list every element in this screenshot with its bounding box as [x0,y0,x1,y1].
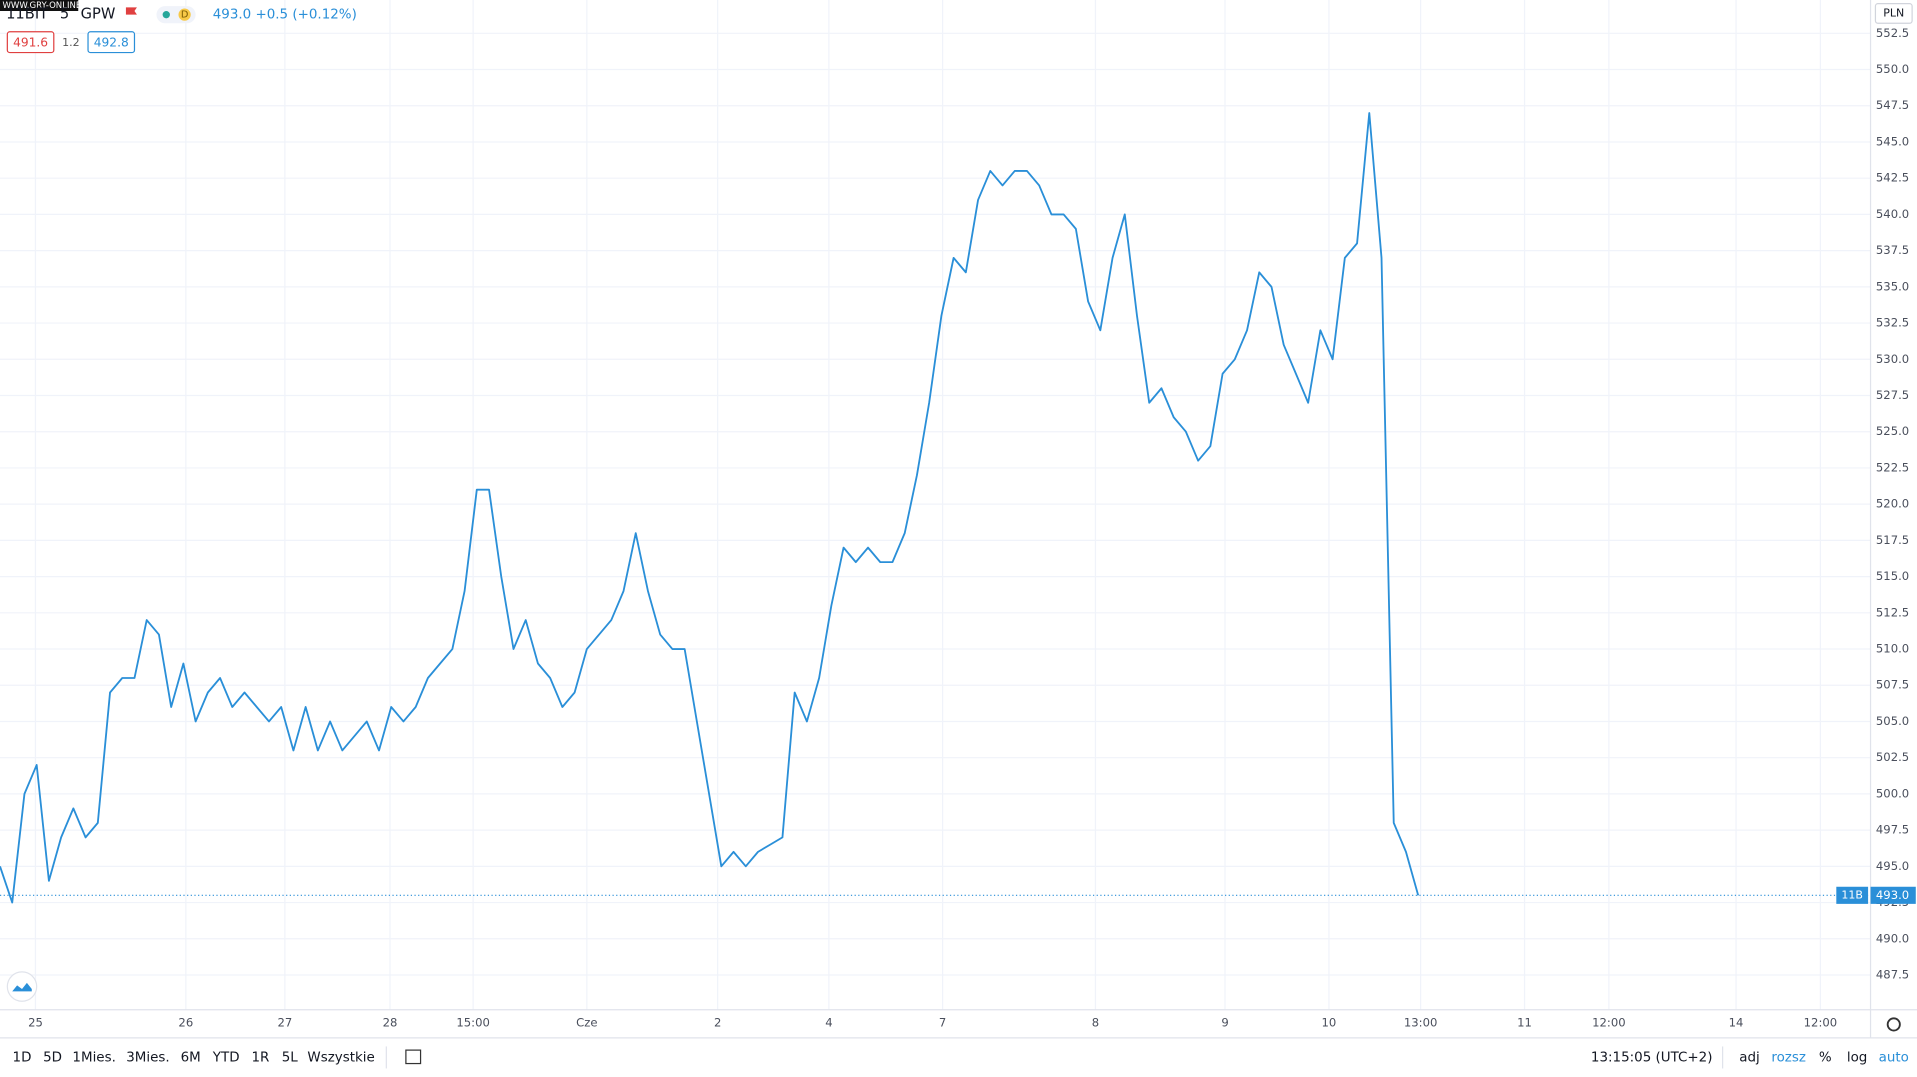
y-tick-label: 535.0 [1876,279,1909,293]
x-tick-label: 2 [714,1016,721,1030]
x-tick-label: 9 [1221,1016,1228,1030]
ask-box[interactable] [87,31,136,54]
symbol-tag [1836,886,1869,904]
quote: 493.0 +0.5 (+0.12%) [213,8,357,23]
y-tick-label: 497.5 [1876,823,1909,837]
y-tick-label: 550.0 [1876,62,1909,76]
option-button[interactable]: % [1819,1050,1832,1065]
x-tick-label: 28 [383,1016,398,1030]
x-tick-label: 4 [825,1016,832,1030]
exchange: GPW [81,6,116,23]
y-tick-label: 517.5 [1876,533,1909,547]
spread: 1.2 [62,36,80,49]
y-tick-label: 540.0 [1876,207,1909,221]
x-tick-label: 26 [178,1016,193,1030]
y-tick-label: 552.5 [1876,26,1909,40]
y-tick-label: 490.0 [1876,931,1909,945]
option-button[interactable]: log [1847,1050,1867,1065]
x-tick-label: 25 [28,1016,43,1030]
interval: 5 [60,6,69,23]
range-button[interactable]: 5L [282,1050,299,1065]
y-tick-label: 525.0 [1876,424,1909,438]
range-button[interactable]: 6M [181,1050,201,1065]
x-tick-label: 7 [939,1016,946,1030]
currency-button[interactable] [1874,3,1913,24]
range-button[interactable]: 5D [43,1050,62,1065]
symbol-tag-label: 11B [1841,888,1863,901]
y-tick-label: 512.5 [1876,605,1909,619]
last-price-tag [1870,886,1916,904]
currency: PLN [1883,6,1904,19]
watermark: WWW.GRY-ONLINE.PL [2,1,94,11]
x-tick-label: 27 [277,1016,292,1030]
y-tick-label: 537.5 [1876,243,1909,257]
ask: 492.8 [94,35,129,49]
bid: 491.6 [13,35,48,49]
y-tick-label: 505.0 [1876,714,1909,728]
x-tick-label: 13:00 [1404,1016,1437,1030]
logo-icon [12,982,32,992]
date-range-icon[interactable] [405,1049,422,1065]
clock: 13:15:05 (UTC+2) [1591,1050,1713,1065]
x-tick-label: 8 [1092,1016,1099,1030]
range-button[interactable]: YTD [212,1050,240,1065]
x-tick-label: 11 [1517,1016,1532,1030]
range-button[interactable]: 1Mies. [72,1050,115,1065]
y-tick-label: 500.0 [1876,786,1909,800]
y-tick-label: 520.0 [1876,497,1909,511]
plot: 11B 493.0 [0,112,1916,904]
y-tick-label: 507.5 [1876,678,1909,692]
bid-box[interactable] [6,31,55,54]
range-button[interactable]: 1R [251,1050,269,1065]
y-tick-label: 510.0 [1876,642,1909,656]
y-tick-label: 487.5 [1876,967,1909,981]
range-button[interactable]: 3Mies. [126,1050,169,1065]
status-dot [162,11,170,19]
status-dot [178,8,191,21]
settings-icon[interactable] [1886,1017,1901,1032]
option-button[interactable]: auto [1879,1050,1909,1065]
range-button[interactable]: 1D [13,1050,32,1065]
y-tick-label: 522.5 [1876,460,1909,474]
logo-button[interactable] [6,971,38,1002]
option-button[interactable]: adj [1739,1050,1760,1065]
watermark-bg [0,0,79,12]
price-line [0,112,1420,904]
x-tick-label: 10 [1322,1016,1337,1030]
y-tick-label: 542.5 [1876,171,1909,185]
x-tick-label: 15:00 [456,1016,489,1030]
y-tick-label: 547.5 [1876,98,1909,112]
y-tick-label: 530.0 [1876,352,1909,366]
x-tick-label: 14 [1729,1016,1744,1030]
y-tick-label: 532.5 [1876,316,1909,330]
range-button[interactable]: Wszystkie [307,1050,374,1065]
y-tick-label: 495.0 [1876,859,1909,873]
option-button[interactable]: rozsz [1771,1050,1806,1065]
x-tick-label: 12:00 [1592,1016,1625,1030]
x-tick-label: 12:00 [1804,1016,1837,1030]
y-tick-label: 527.5 [1876,388,1909,402]
y-tick-label: 502.5 [1876,750,1909,764]
interval-code: D [181,10,189,21]
y-tick-label: 515.0 [1876,569,1909,583]
y-tick-label: 545.0 [1876,134,1909,148]
x-tick-label: Cze [576,1016,597,1030]
flag-icon [125,7,137,15]
last-price-label: 493.0 [1876,888,1909,902]
symbol: 11BIT [6,6,48,23]
grid: 487.5490.0492.5495.0497.5500.0502.5505.0… [0,0,1909,1030]
